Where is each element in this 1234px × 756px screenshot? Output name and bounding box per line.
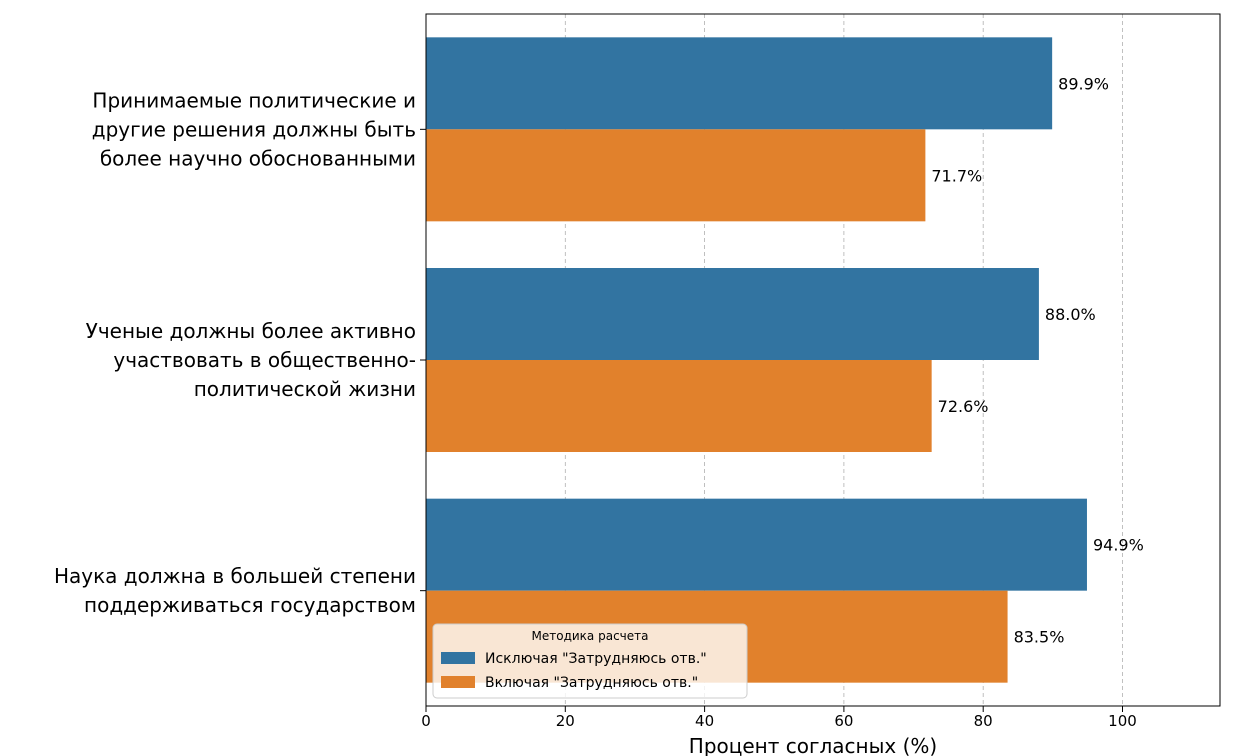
category-label-line: другие решения должны быть — [92, 117, 416, 141]
bar — [426, 37, 1053, 130]
xtick-label: 20 — [556, 712, 575, 730]
category-label: Ученые должны более активно участвовать в… — [86, 319, 416, 401]
xtick-label: 60 — [834, 712, 853, 730]
data-label: 88.0% — [1045, 305, 1096, 324]
data-label: 72.6% — [938, 397, 989, 416]
plot-frame — [425, 13, 1221, 707]
legend-title: Методика расчета — [532, 629, 649, 643]
category-label: Принимаемые политические и другие решения… — [92, 88, 416, 170]
xtick-label: 100 — [1108, 712, 1137, 730]
category-label-line: Наука должна в большей степени — [54, 564, 416, 588]
x-axis-label: Процент согласных (%) — [689, 734, 937, 756]
category-label-line: Принимаемые политические и — [92, 88, 416, 112]
category-label-line: более научно обоснованными — [100, 146, 416, 170]
bar — [426, 498, 1087, 591]
data-label: 89.9% — [1058, 74, 1109, 93]
bar — [426, 129, 926, 222]
bar — [426, 268, 1039, 360]
legend-label: Включая "Затрудняюсь отв." — [485, 675, 698, 691]
bar — [426, 360, 932, 452]
category-label: Наука должна в большей степени поддержива… — [54, 564, 416, 617]
category-label-line: Ученые должны более активно — [86, 319, 416, 343]
category-label-line: участвовать в общественно- — [113, 348, 416, 372]
category-label-line: политической жизни — [194, 377, 416, 401]
legend-swatch — [441, 652, 475, 664]
xtick-label: 40 — [695, 712, 714, 730]
category-label-line: поддерживаться государством — [84, 593, 416, 617]
data-label: 83.5% — [1014, 628, 1065, 647]
legend-box — [432, 623, 748, 699]
xtick-label: 80 — [974, 712, 993, 730]
data-label: 94.9% — [1093, 536, 1144, 555]
legend-label: Исключая "Затрудняюсь отв." — [485, 651, 707, 667]
xtick-label: 0 — [421, 712, 431, 730]
legend-swatch — [441, 676, 475, 688]
data-label: 71.7% — [931, 166, 982, 185]
